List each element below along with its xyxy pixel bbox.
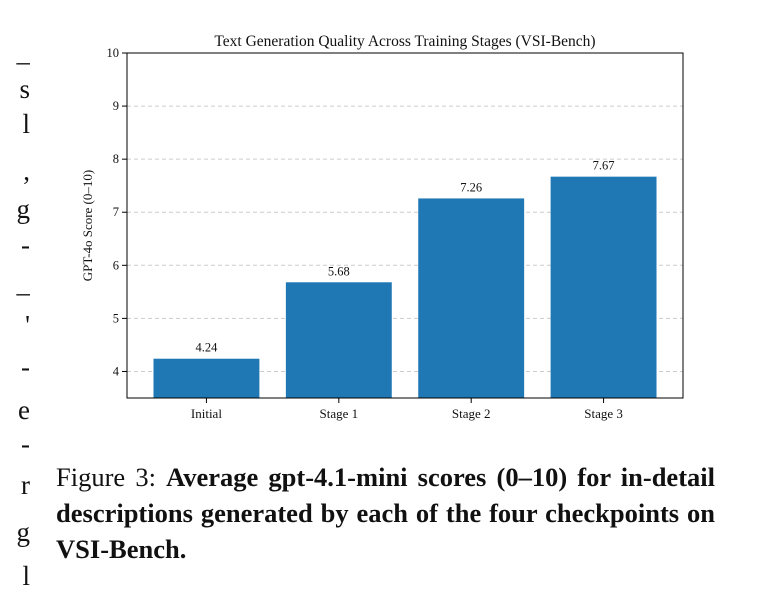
left-column-glyph: g bbox=[16, 194, 31, 224]
left-column-glyph: - bbox=[21, 352, 30, 382]
caption-label: Figure 3: bbox=[56, 462, 167, 492]
left-column-glyph: - bbox=[21, 429, 30, 459]
bar bbox=[550, 176, 657, 398]
caption-text: Average gpt-4.1-mini scores (0–10) for i… bbox=[56, 462, 715, 564]
x-tick-label: Stage 3 bbox=[584, 406, 623, 421]
left-column-glyph: e bbox=[18, 395, 30, 425]
y-axis-ticks: 4 5 6 7 8 9 10 bbox=[107, 46, 127, 378]
figure-caption: Figure 3: Average gpt-4.1-mini scores (0… bbox=[56, 459, 715, 567]
bar bbox=[418, 198, 525, 398]
bar-value-label: 5.68 bbox=[328, 264, 350, 278]
chart-title: Text Generation Quality Across Training … bbox=[214, 33, 595, 50]
left-column-glyph: ' bbox=[25, 310, 30, 340]
bar bbox=[285, 282, 392, 398]
left-column-glyph: - bbox=[21, 230, 30, 260]
x-tick-label: Stage 2 bbox=[452, 406, 491, 421]
bar-value-labels: 4.24 5.68 7.26 7.67 bbox=[195, 159, 614, 355]
x-tick-label: Initial bbox=[191, 406, 222, 421]
x-axis-ticks: Initial Stage 1 Stage 2 Stage 3 bbox=[191, 398, 623, 421]
y-tick-label: 6 bbox=[113, 258, 119, 272]
plot-frame bbox=[126, 52, 684, 399]
y-tick-label: 4 bbox=[113, 364, 120, 378]
y-tick-label: 5 bbox=[113, 311, 119, 325]
left-column-glyph: g bbox=[16, 517, 31, 547]
bar-value-label: 7.67 bbox=[593, 159, 615, 173]
y-tick-label: 10 bbox=[107, 46, 120, 60]
y-axis-label: GPT-4o Score (0–10) bbox=[80, 170, 95, 281]
left-column-glyph: r bbox=[21, 470, 30, 500]
bar-value-label: 7.26 bbox=[460, 180, 482, 194]
bar-value-label: 4.24 bbox=[195, 341, 218, 355]
left-column-glyph: s bbox=[19, 74, 30, 104]
left-column-glyph: l bbox=[22, 109, 30, 139]
left-column-glyph: , bbox=[23, 156, 30, 186]
bars bbox=[153, 176, 657, 398]
left-column-text-fragment: – s l, g - – ' - e - r g l bbox=[0, 0, 31, 597]
bar-chart: Text Generation Quality Across Training … bbox=[80, 33, 684, 421]
y-tick-label: 9 bbox=[113, 99, 119, 113]
y-tick-label: 8 bbox=[113, 152, 119, 166]
bar bbox=[153, 358, 260, 398]
x-tick-label: Stage 1 bbox=[319, 406, 358, 421]
left-column-glyph: – bbox=[16, 277, 31, 307]
y-tick-label: 7 bbox=[113, 205, 119, 219]
left-column-glyph: l bbox=[22, 561, 30, 591]
left-column-glyph: – bbox=[16, 46, 31, 76]
